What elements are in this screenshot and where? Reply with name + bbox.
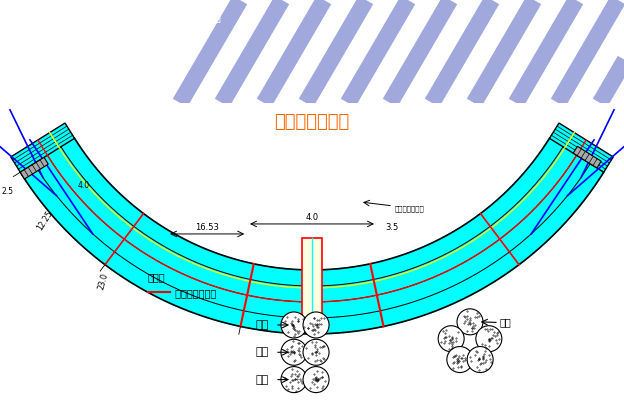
Polygon shape [11,123,74,172]
Text: 主拱肋拆除采用斜拉挂扣缆索吊装的施工工艺，分
环分段进行。: 主拱肋拆除采用斜拉挂扣缆索吊装的施工工艺，分 环分段进行。 [10,8,221,45]
Text: 4.0: 4.0 [305,213,319,222]
Circle shape [281,312,307,338]
Text: 16.53: 16.53 [195,223,219,232]
Polygon shape [20,138,604,334]
Circle shape [457,309,483,335]
Polygon shape [20,158,48,179]
Polygon shape [550,123,613,172]
Circle shape [281,339,307,365]
Text: 下环: 下环 [255,375,268,385]
Circle shape [281,367,307,393]
Circle shape [303,312,329,338]
Text: 图例：: 图例： [148,272,165,282]
Bar [302,238,322,321]
Text: 上、中环断缝处: 上、中环断缝处 [172,288,217,298]
Text: 中环: 中环 [255,347,268,357]
Circle shape [467,346,493,373]
Circle shape [303,339,329,365]
Circle shape [438,326,464,352]
Text: 2.5: 2.5 [1,187,13,196]
Text: 拱圈分环示意图: 拱圈分环示意图 [275,113,349,131]
Text: 上环: 上环 [500,318,512,328]
Polygon shape [573,146,601,168]
Text: 拱脚中心截位置: 拱脚中心截位置 [395,205,425,212]
Text: 4.0: 4.0 [77,181,89,190]
Circle shape [476,326,502,352]
Circle shape [303,367,329,393]
Text: 3.5: 3.5 [385,223,399,232]
Text: 23.0: 23.0 [97,271,110,290]
Text: 12.25: 12.25 [35,210,54,232]
Circle shape [447,346,473,373]
Text: 上环: 上环 [255,320,268,330]
